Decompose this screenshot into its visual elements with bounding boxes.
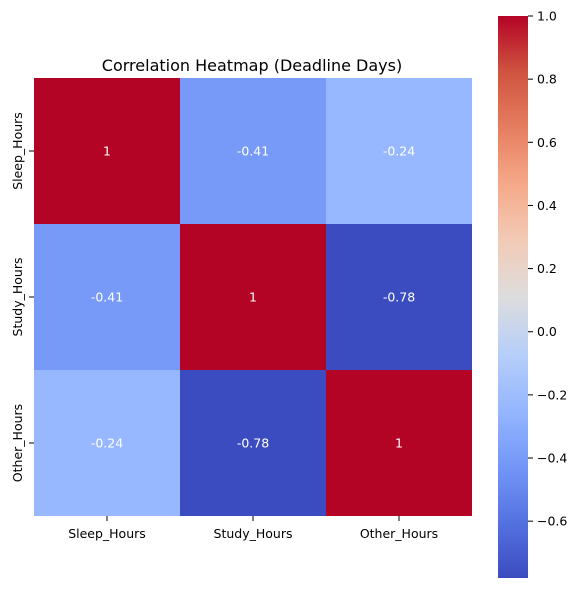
colorbar-tick-label: 0.6 [537,135,557,150]
heatmap-cell [34,78,180,224]
cell-value-label: -0.78 [383,290,415,305]
colorbar-tick-label: 1.0 [537,9,557,24]
colorbar-tick-label: −0.2 [537,387,567,402]
chart-title: Correlation Heatmap (Deadline Days) [102,56,402,75]
x-tick-label: Study_Hours [214,526,293,541]
heatmap-cell [34,370,180,516]
colorbar [498,16,528,578]
cell-value-label: -0.41 [91,290,123,305]
heatmap-cell [180,78,326,224]
y-axis: Sleep_Hours Study_Hours Other_Hours [10,112,34,482]
colorbar-tick-label: 0.8 [537,72,557,87]
cell-value-label: -0.24 [91,436,123,451]
heatmap-cell-labels: 1 -0.41 -0.24 -0.41 1 -0.78 -0.24 -0.78 1 [91,144,415,451]
heatmap-cell [180,224,326,370]
heatmap-cell [326,370,472,516]
heatmap-cell [326,78,472,224]
heatmap-cell [34,224,180,370]
heatmap-cells [34,78,472,516]
cell-value-label: 1 [103,144,111,159]
colorbar-tick-label: 0.2 [537,261,557,276]
colorbar-tick-label: 0.4 [537,198,557,213]
cell-value-label: 1 [249,290,257,305]
cell-value-label: -0.41 [237,144,269,159]
heatmap-cell [180,370,326,516]
x-tick-label: Sleep_Hours [68,526,146,541]
y-tick-label: Other_Hours [10,404,25,482]
heatmap-cell [326,224,472,370]
colorbar-tick-label: 0.0 [537,324,557,339]
colorbar-axis: 1.0 0.8 0.6 0.4 0.2 0.0 −0.2 −0.4 −0.6 [528,9,567,529]
cell-value-label: -0.78 [237,436,269,451]
colorbar-tick-label: −0.4 [537,451,567,466]
cell-value-label: 1 [395,436,403,451]
y-tick-label: Study_Hours [10,258,25,337]
cell-value-label: -0.24 [383,144,415,159]
y-tick-label: Sleep_Hours [10,112,25,190]
colorbar-tick-label: −0.6 [537,514,567,529]
x-axis: Sleep_Hours Study_Hours Other_Hours [68,516,438,541]
x-tick-label: Other_Hours [360,526,438,541]
